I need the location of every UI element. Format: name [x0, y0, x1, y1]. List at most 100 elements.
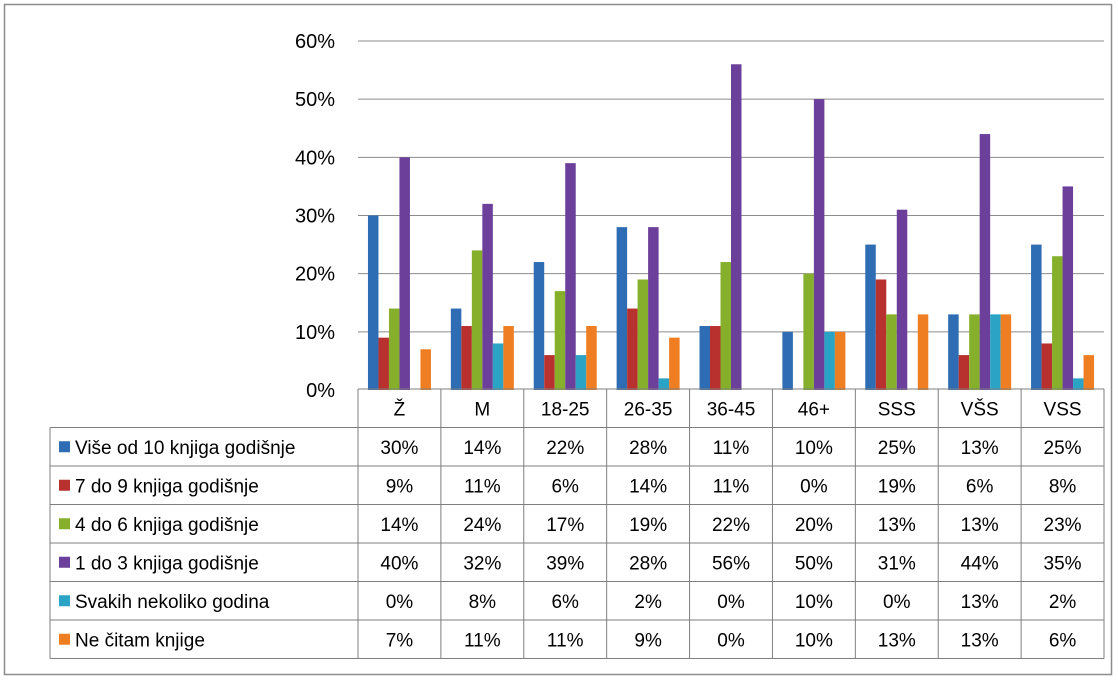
bar	[461, 326, 472, 390]
x-tick-label: 46+	[798, 399, 830, 420]
data-label: 13%	[961, 438, 999, 459]
data-label: 56%	[712, 553, 750, 574]
legend-entry: 7 do 9 knjiga godišnje	[75, 476, 259, 497]
x-tick-label: VŠS	[961, 398, 999, 420]
data-label: 11%	[547, 630, 584, 651]
data-label: 2%	[1049, 592, 1077, 613]
bar	[367, 215, 379, 390]
bar	[648, 227, 659, 390]
data-label: 10%	[795, 592, 833, 613]
data-label: 25%	[878, 438, 916, 459]
bar	[1031, 244, 1042, 390]
data-label: 19%	[878, 476, 916, 497]
bar	[503, 326, 514, 390]
data-label: 9%	[634, 630, 662, 651]
data-label: 23%	[1044, 515, 1082, 536]
data-label: 39%	[546, 553, 584, 574]
bar	[886, 314, 897, 390]
bar	[399, 157, 410, 390]
data-label: 44%	[961, 553, 999, 574]
legend-entry: 1 do 3 knjiga godišnje	[75, 553, 259, 574]
bar	[565, 163, 576, 390]
data-label: 0%	[800, 476, 828, 497]
data-label: 50%	[795, 553, 833, 574]
bar	[803, 273, 814, 390]
bar	[1000, 314, 1012, 390]
bar	[958, 355, 970, 390]
data-label: 22%	[546, 438, 584, 459]
bar	[979, 134, 991, 390]
bar	[388, 308, 400, 390]
data-label: 13%	[961, 515, 999, 536]
y-tick-label: 10%	[295, 322, 335, 344]
data-label: 6%	[551, 476, 579, 497]
bar	[813, 99, 825, 391]
bar	[824, 331, 835, 390]
data-label: 14%	[463, 438, 501, 459]
data-label: 0%	[883, 592, 911, 613]
x-tick-label: 26-35	[624, 399, 673, 420]
bar	[627, 308, 638, 390]
bar	[1052, 256, 1063, 390]
data-label: 13%	[961, 592, 999, 613]
data-label: 13%	[878, 630, 916, 651]
data-label: 30%	[380, 438, 418, 459]
data-label: 28%	[629, 438, 667, 459]
data-label: 0%	[386, 592, 414, 613]
legend-swatch	[59, 595, 70, 607]
data-label: 31%	[878, 553, 916, 574]
bar	[482, 203, 493, 390]
y-tick-label: 20%	[295, 264, 335, 286]
data-label: 7%	[386, 630, 414, 651]
data-label: 0%	[717, 592, 745, 613]
bar	[586, 326, 597, 390]
data-label: 11%	[464, 630, 501, 651]
y-tick-label: 30%	[295, 206, 335, 228]
x-tick-label: 36-45	[707, 399, 756, 420]
data-label: 14%	[629, 476, 667, 497]
data-label: 25%	[1044, 438, 1082, 459]
data-label: 17%	[546, 515, 584, 536]
legend-entry: Više od 10 knjiga godišnje	[75, 438, 295, 459]
y-axis-ticks: 0% 10% 20% 30% 40% 50% 60%	[295, 31, 335, 402]
bar	[544, 355, 555, 390]
data-label: 8%	[1049, 476, 1077, 497]
bar	[782, 331, 793, 390]
data-label: 11%	[464, 476, 501, 497]
legend-swatch	[59, 633, 70, 645]
bar	[699, 326, 710, 390]
bar	[637, 279, 649, 390]
bar	[492, 343, 504, 390]
legend-entry: 4 do 6 knjiga godišnje	[75, 515, 259, 536]
data-label: 6%	[1049, 630, 1077, 651]
y-tick-label: 0%	[306, 380, 335, 402]
data-label: 0%	[717, 630, 745, 651]
data-label: 6%	[551, 592, 579, 613]
data-label: 22%	[712, 515, 750, 536]
data-label: 14%	[380, 515, 418, 536]
bar	[948, 314, 959, 390]
y-tick-label: 60%	[295, 31, 335, 53]
bar	[917, 314, 929, 390]
data-label: 13%	[961, 630, 999, 651]
x-tick-label: 18-25	[541, 399, 590, 420]
bar	[471, 250, 483, 390]
x-tick-label: SSS	[878, 399, 916, 420]
bar	[731, 64, 742, 391]
bar	[420, 349, 431, 390]
data-label: 13%	[878, 515, 916, 536]
bars	[367, 64, 1095, 391]
data-label: 10%	[795, 630, 833, 651]
bar	[1083, 355, 1095, 390]
bar	[533, 262, 545, 390]
legend-swatch	[59, 441, 70, 453]
bar	[616, 227, 628, 390]
data-label: 2%	[634, 592, 662, 613]
data-label: 6%	[966, 476, 994, 497]
data-table: Ž M 18-25 26-35 36-45 46+ SSS VŠS VSS Više od 10 …	[49, 388, 1105, 659]
bar	[896, 209, 908, 390]
x-tick-label: M	[474, 399, 490, 420]
bar	[834, 331, 846, 390]
data-label: 28%	[629, 553, 667, 574]
